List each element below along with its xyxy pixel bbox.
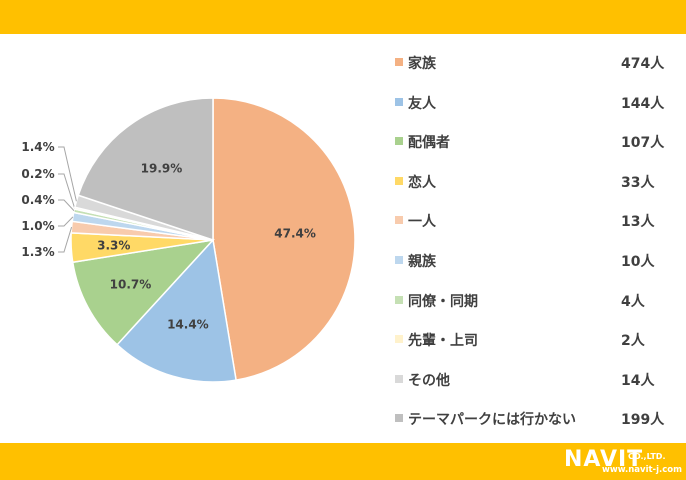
legend-item: 恋人 33人 <box>392 167 672 207</box>
pie-slice-1 <box>116 238 237 383</box>
legend-label: テーマパークには行かない <box>408 412 576 429</box>
legend-label: 一人 <box>408 214 436 231</box>
pie-chart: 47.4% 14.4% 10.7% 3.3% 1.3% 1.0% 0.4% 0.2% 1.4% 1… <box>21 97 356 383</box>
navit-logo: NAVIT CO.,LTD. www.navit-j.com <box>564 447 682 476</box>
legend-count: 14人 <box>621 372 655 389</box>
legend-count: 2人 <box>621 333 645 350</box>
legend-count: 33人 <box>621 174 655 191</box>
chart-legend: 家族 474人友人 144人配偶者 107人恋人 33人一人 13人親族 10人同僚・同期 4… <box>392 48 672 444</box>
legend-count: 199人 <box>621 412 665 429</box>
leader-line-8 <box>58 146 77 202</box>
pie-data-label-9: 19.9% <box>141 162 183 176</box>
pie-slice-9 <box>77 97 214 242</box>
legend-swatch <box>395 137 403 146</box>
legend-item: 同僚・同期 4人 <box>392 286 672 326</box>
legend-count: 13人 <box>621 214 655 231</box>
logo-url: www.navit-j.com <box>602 465 682 475</box>
pie-data-label-4: 1.3% <box>21 245 54 259</box>
pie-data-label-7: 0.2% <box>21 167 54 181</box>
pie-data-label-1: 14.4% <box>167 317 209 331</box>
legend-swatch <box>395 374 403 383</box>
legend-label: 親族 <box>408 253 436 270</box>
logo-company-suffix: CO.,LTD. <box>628 452 666 461</box>
legend-item: 一人 13人 <box>392 206 672 246</box>
legend-label: 家族 <box>408 56 436 72</box>
legend-swatch <box>395 255 403 264</box>
pie-data-label-3: 3.3% <box>97 238 130 252</box>
leader-line-7 <box>58 173 76 209</box>
legend-swatch <box>395 58 403 66</box>
pie-data-label-5: 1.0% <box>21 219 54 233</box>
legend-item: テーマパークには行かない 199人 <box>392 404 672 444</box>
legend-count: 474人 <box>621 56 665 72</box>
legend-item: 親族 10人 <box>392 246 672 286</box>
legend-label: その他 <box>408 372 450 389</box>
pie-slice-2 <box>71 238 216 346</box>
pie-data-label-2: 10.7% <box>110 277 152 291</box>
legend-item: 友人 144人 <box>392 88 672 128</box>
bottom-banner <box>0 443 686 480</box>
legend-item: 家族 474人 <box>392 48 672 88</box>
leader-line-4 <box>58 226 73 253</box>
top-banner <box>0 0 686 34</box>
legend-count: 144人 <box>621 95 665 112</box>
legend-count: 4人 <box>621 293 645 310</box>
legend-item: 配偶者 107人 <box>392 127 672 167</box>
legend-item: 先輩・上司 2人 <box>392 325 672 365</box>
legend-label: 配偶者 <box>408 135 450 152</box>
legend-label: 友人 <box>408 95 436 112</box>
logo-wordmark: NAVIT <box>564 447 644 472</box>
legend-label: 恋人 <box>408 174 436 191</box>
legend-swatch <box>395 295 403 304</box>
legend-swatch <box>395 97 403 106</box>
leader-line-5 <box>58 216 74 227</box>
leader-line-6 <box>58 199 75 212</box>
legend-swatch <box>395 216 403 225</box>
legend-count: 10人 <box>621 253 655 270</box>
pie-data-label-0: 47.4% <box>274 226 316 240</box>
pie-data-label-6: 0.4% <box>21 193 54 207</box>
pie-data-label-8: 1.4% <box>21 140 54 154</box>
legend-swatch <box>395 414 403 423</box>
legend-item: その他 14人 <box>392 365 672 405</box>
pie-slice-0 <box>212 97 356 381</box>
legend-swatch <box>395 335 403 344</box>
legend-swatch <box>395 176 403 185</box>
legend-label: 先輩・上司 <box>408 333 478 350</box>
legend-label: 同僚・同期 <box>408 293 478 310</box>
legend-count: 107人 <box>621 135 665 152</box>
